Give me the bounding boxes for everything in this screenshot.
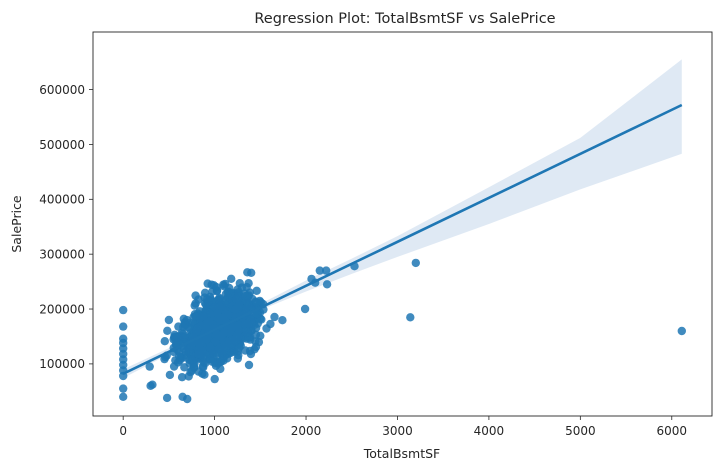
data-point bbox=[186, 341, 196, 350]
data-point bbox=[165, 370, 175, 380]
data-point bbox=[243, 268, 252, 277]
data-point bbox=[173, 332, 182, 341]
y-tick-label: 300000 bbox=[39, 247, 85, 261]
x-tick-label: 0 bbox=[119, 424, 127, 438]
data-point bbox=[160, 337, 169, 346]
data-point bbox=[251, 337, 260, 346]
data-point bbox=[206, 354, 215, 364]
x-tick-label: 1000 bbox=[199, 424, 230, 438]
y-tick-label: 200000 bbox=[39, 302, 85, 316]
data-point bbox=[262, 324, 271, 333]
data-point bbox=[315, 266, 324, 275]
data-point bbox=[162, 393, 172, 403]
regression-line bbox=[122, 103, 683, 375]
data-point bbox=[145, 362, 154, 371]
data-point bbox=[226, 289, 235, 298]
data-point bbox=[200, 288, 210, 297]
data-point bbox=[204, 317, 213, 326]
data-point bbox=[148, 380, 157, 389]
data-point bbox=[300, 304, 310, 314]
data-point bbox=[245, 346, 255, 356]
data-point bbox=[211, 337, 220, 346]
data-point bbox=[225, 341, 234, 350]
x-tick-label: 3000 bbox=[382, 424, 413, 438]
data-point bbox=[202, 335, 211, 344]
x-tick-label: 2000 bbox=[291, 424, 322, 438]
data-point bbox=[322, 280, 332, 289]
data-point bbox=[119, 322, 128, 331]
x-tick-label: 5000 bbox=[565, 424, 596, 438]
chart-title: Regression Plot: TotalBsmtSF vs SalePric… bbox=[254, 11, 555, 27]
y-tick-label: 400000 bbox=[39, 193, 85, 207]
x-tick-label: 4000 bbox=[474, 424, 505, 438]
data-point bbox=[243, 299, 253, 308]
data-point bbox=[198, 312, 208, 321]
data-point bbox=[206, 310, 215, 319]
data-point bbox=[210, 374, 219, 384]
y-tick-label: 500000 bbox=[39, 138, 85, 152]
data-point bbox=[252, 298, 261, 307]
data-point bbox=[191, 291, 200, 300]
data-point bbox=[119, 392, 128, 401]
data-point bbox=[219, 313, 228, 322]
x-axis-ticks: 0 1000 2000 3000 4000 5000 6000 bbox=[119, 416, 687, 438]
data-point bbox=[220, 328, 229, 337]
data-point bbox=[406, 313, 415, 322]
data-point bbox=[227, 274, 236, 283]
data-point bbox=[173, 358, 183, 367]
data-point bbox=[179, 333, 188, 342]
data-point bbox=[119, 334, 128, 343]
data-point bbox=[322, 266, 331, 275]
data-point bbox=[231, 294, 241, 303]
data-point bbox=[203, 279, 212, 288]
data-point bbox=[183, 394, 192, 404]
data-point bbox=[212, 286, 222, 295]
x-axis-label: TotalBsmtSF bbox=[363, 446, 440, 461]
data-point bbox=[210, 303, 219, 312]
data-point bbox=[190, 301, 199, 310]
data-point bbox=[180, 319, 190, 329]
data-point bbox=[270, 312, 279, 322]
data-point bbox=[163, 326, 172, 335]
y-tick-label: 100000 bbox=[39, 357, 85, 371]
data-point bbox=[164, 315, 174, 325]
data-point bbox=[278, 316, 287, 325]
data-point bbox=[190, 359, 199, 368]
data-point bbox=[411, 258, 420, 268]
data-point bbox=[198, 362, 207, 371]
data-point bbox=[234, 343, 244, 353]
regression-line-layer bbox=[122, 103, 683, 375]
data-point bbox=[234, 288, 243, 297]
data-point bbox=[252, 286, 261, 295]
data-point bbox=[192, 324, 202, 333]
data-point bbox=[231, 305, 240, 314]
data-point bbox=[241, 292, 250, 301]
data-point bbox=[177, 373, 187, 382]
data-point bbox=[192, 312, 201, 321]
data-point bbox=[677, 326, 686, 336]
data-point bbox=[221, 279, 230, 289]
data-point bbox=[119, 384, 128, 393]
data-point bbox=[244, 360, 254, 370]
data-point bbox=[233, 321, 242, 331]
data-point bbox=[214, 345, 223, 354]
data-point bbox=[233, 354, 242, 363]
data-point bbox=[119, 305, 128, 315]
data-point bbox=[232, 332, 242, 341]
data-point bbox=[244, 319, 253, 328]
data-point bbox=[184, 372, 193, 381]
data-point bbox=[197, 346, 207, 355]
data-point bbox=[174, 338, 183, 347]
data-point bbox=[213, 309, 222, 318]
y-tick-label: 600000 bbox=[39, 83, 85, 97]
data-point bbox=[251, 330, 261, 339]
y-axis-ticks: 100000 200000 300000 400000 500000 600000 bbox=[39, 83, 93, 371]
y-axis-label: SalePrice bbox=[9, 195, 24, 253]
plot-frame bbox=[92, 31, 713, 417]
x-tick-label: 6000 bbox=[656, 424, 687, 438]
